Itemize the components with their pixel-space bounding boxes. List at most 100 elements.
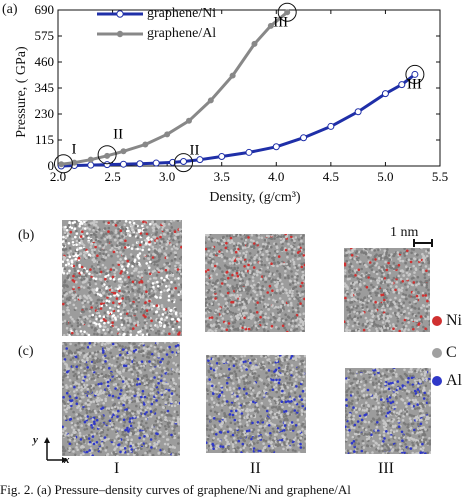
atom [90, 306, 93, 309]
atom [125, 388, 128, 391]
atom [178, 376, 180, 380]
atom [169, 356, 172, 359]
atom [392, 254, 395, 258]
atom [117, 294, 120, 297]
atom [71, 447, 75, 451]
atom [136, 399, 139, 402]
atom [64, 415, 68, 418]
atom [227, 239, 230, 242]
atom [224, 246, 228, 250]
atom [138, 252, 142, 255]
atom [128, 316, 131, 320]
atom [162, 329, 165, 333]
atom [393, 302, 397, 305]
atom [145, 262, 148, 265]
atom [205, 281, 208, 284]
atom [164, 253, 168, 257]
atom [138, 263, 141, 266]
atom [128, 380, 132, 384]
atom [407, 328, 410, 331]
atom [62, 297, 65, 300]
atom [277, 235, 280, 238]
atom [295, 327, 299, 331]
species-al-label: Al [446, 372, 462, 389]
atom [414, 288, 418, 291]
atom [170, 392, 174, 395]
atom [138, 393, 142, 396]
atom [153, 220, 157, 223]
atom [425, 283, 428, 287]
atom [62, 284, 66, 287]
atom [150, 303, 154, 306]
atom [349, 256, 352, 259]
atom [110, 346, 113, 349]
atom [171, 427, 174, 430]
atom [71, 221, 75, 225]
atom [160, 276, 163, 280]
atom [370, 312, 373, 315]
atom [296, 297, 300, 300]
atom [428, 323, 430, 326]
atom [75, 368, 79, 371]
atom [409, 267, 413, 271]
atom [90, 298, 93, 301]
atom [262, 295, 266, 298]
atom [149, 379, 152, 382]
atom [285, 252, 289, 255]
atom [161, 396, 164, 399]
atom [98, 267, 102, 271]
atom [246, 292, 249, 295]
atom [81, 392, 85, 395]
atom [119, 251, 122, 254]
atom [344, 296, 347, 300]
atom [380, 277, 384, 281]
atom [124, 346, 127, 349]
atom [174, 267, 177, 271]
atom [133, 293, 137, 296]
atom [236, 266, 240, 270]
atom [153, 447, 156, 450]
atom [143, 382, 146, 385]
atom [79, 315, 82, 319]
atom [239, 326, 242, 330]
atom [169, 394, 173, 397]
atom [296, 267, 299, 270]
atom [412, 264, 415, 268]
atom [369, 276, 373, 280]
atom [404, 261, 407, 265]
atom [142, 374, 146, 378]
atom [161, 222, 164, 226]
atom [398, 315, 401, 318]
atom [116, 221, 119, 225]
atom [301, 321, 305, 325]
atom [87, 333, 91, 336]
atom [244, 241, 247, 245]
atom [151, 371, 155, 374]
atom [159, 424, 162, 427]
atom [296, 251, 300, 254]
atom [79, 438, 83, 441]
atom [152, 445, 156, 448]
atom [392, 276, 396, 280]
atom [94, 383, 98, 387]
atom [102, 300, 105, 303]
atom [377, 276, 381, 280]
atom [370, 319, 374, 322]
atom [120, 389, 123, 392]
atom [172, 361, 175, 365]
data-point-al [251, 40, 258, 47]
atom [123, 420, 127, 424]
y-axis-title: Pressure, ( GPa) [14, 46, 29, 138]
atom [375, 294, 378, 297]
atom [164, 427, 168, 431]
atom [68, 446, 71, 450]
scale-bar [413, 239, 433, 247]
atom [233, 278, 237, 282]
atom [149, 438, 153, 441]
atom [77, 425, 80, 429]
atom [142, 241, 146, 244]
atom [72, 285, 75, 289]
atom [128, 278, 132, 281]
atom [130, 322, 133, 326]
atom [399, 259, 402, 263]
